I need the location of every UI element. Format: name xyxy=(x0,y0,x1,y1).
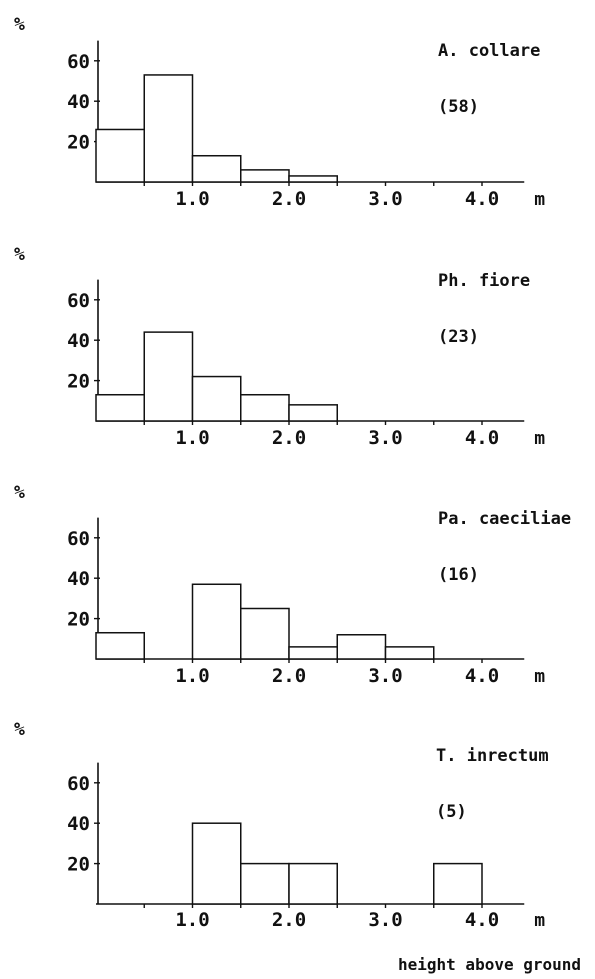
histogram-bar xyxy=(384,646,435,660)
x-tick-label: 1.0 xyxy=(175,909,209,931)
x-axis-unit: m xyxy=(534,189,545,210)
y-tick-label: 60 xyxy=(67,51,90,73)
sample-count: (58) xyxy=(438,97,479,117)
x-tick-label: 1.0 xyxy=(175,665,209,687)
histogram-bar xyxy=(95,393,145,422)
histogram-bar xyxy=(288,175,338,183)
histogram-bar xyxy=(288,404,338,422)
histogram-bar xyxy=(240,862,290,905)
y-axis-unit: % xyxy=(14,719,25,740)
x-axis-unit: m xyxy=(534,910,545,931)
histogram-bar xyxy=(191,583,242,660)
y-tick-label: 60 xyxy=(67,528,90,550)
histogram-bar xyxy=(336,634,387,660)
x-tick-label: 3.0 xyxy=(368,427,402,449)
x-tick-label: 4.0 xyxy=(465,427,499,449)
y-tick-label: 20 xyxy=(67,371,90,393)
sample-count: (5) xyxy=(436,802,467,822)
x-tick-label: 4.0 xyxy=(465,188,499,210)
sample-count: (16) xyxy=(438,565,479,585)
y-tick-label: 40 xyxy=(67,568,90,590)
x-axis-unit: m xyxy=(534,428,545,449)
histogram-bar xyxy=(288,646,338,660)
histogram-bar xyxy=(288,862,338,905)
x-tick-label: 2.0 xyxy=(272,427,306,449)
x-tick-label: 4.0 xyxy=(465,665,499,687)
x-tick-label: 4.0 xyxy=(465,909,499,931)
species-label: Pa. caeciliae xyxy=(438,509,571,529)
species-label: Ph. fiore xyxy=(438,271,530,291)
y-axis-unit: % xyxy=(14,244,25,265)
histogram-bar xyxy=(95,631,145,660)
histogram-bar xyxy=(143,74,194,183)
y-tick-label: 60 xyxy=(67,290,90,312)
species-label: A. collare xyxy=(438,41,540,61)
x-tick-label: 2.0 xyxy=(272,665,306,687)
y-axis-unit: % xyxy=(14,482,25,503)
species-label: T. inrectum xyxy=(436,746,549,766)
x-tick-label: 1.0 xyxy=(175,427,209,449)
y-tick-label: 60 xyxy=(67,773,90,795)
x-axis-unit: m xyxy=(534,666,545,687)
histogram-bar xyxy=(143,331,194,422)
histogram-bar xyxy=(95,128,145,183)
x-axis-title: height above ground xyxy=(398,955,582,974)
y-tick-label: 40 xyxy=(67,813,90,835)
histogram-bar xyxy=(240,607,290,660)
x-tick-label: 3.0 xyxy=(368,188,402,210)
histogram-bar xyxy=(240,169,290,183)
histogram-bar xyxy=(191,154,242,183)
x-tick-label: 3.0 xyxy=(368,909,402,931)
histogram-bar xyxy=(191,375,242,422)
x-tick-label: 1.0 xyxy=(175,188,209,210)
histogram-bar xyxy=(433,862,483,905)
y-tick-label: 20 xyxy=(67,609,90,631)
y-axis-unit: % xyxy=(14,14,25,35)
y-tick-label: 40 xyxy=(67,330,90,352)
x-tick-label: 3.0 xyxy=(368,665,402,687)
histogram-bar xyxy=(240,393,290,422)
y-tick-label: 20 xyxy=(67,854,90,876)
sample-count: (23) xyxy=(438,327,479,347)
y-tick-label: 20 xyxy=(67,132,90,154)
x-tick-label: 2.0 xyxy=(272,909,306,931)
x-tick-label: 2.0 xyxy=(272,188,306,210)
y-tick-label: 40 xyxy=(67,91,90,113)
histogram-bar xyxy=(191,822,242,905)
